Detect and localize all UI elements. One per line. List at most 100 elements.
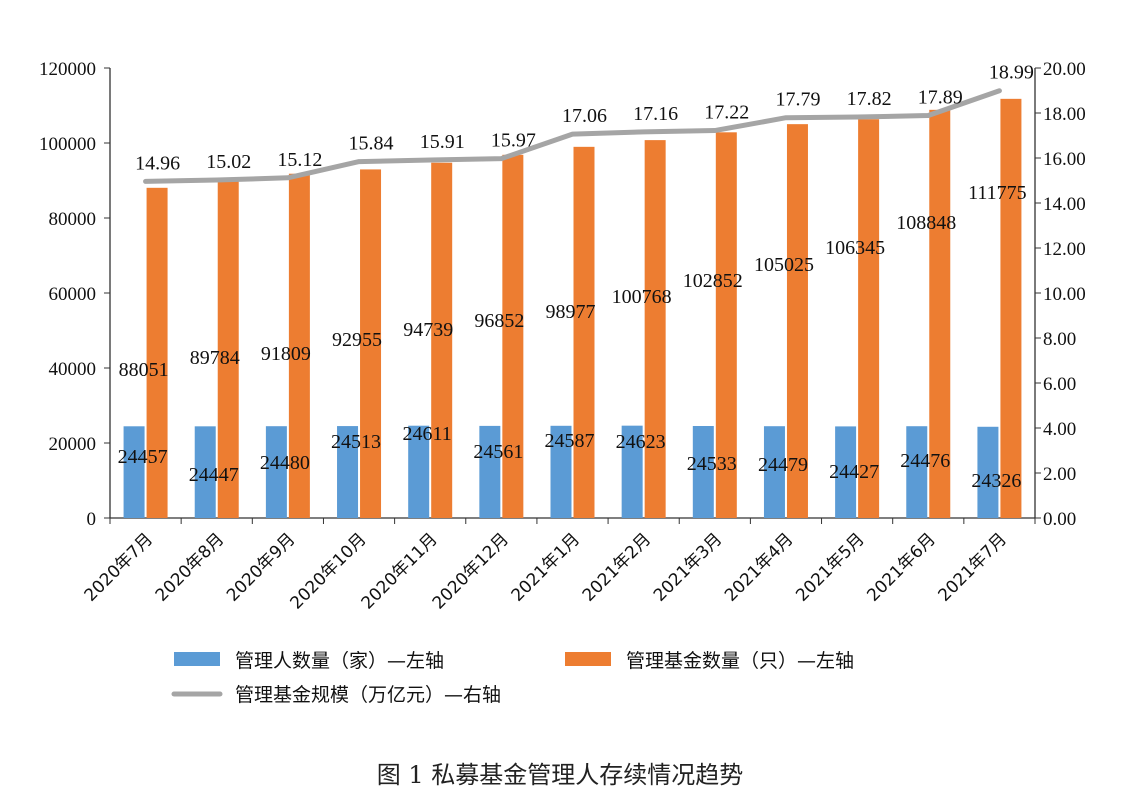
fund-data-label: 92955 — [332, 329, 382, 351]
right-tick-label: 12.00 — [1043, 239, 1086, 260]
right-tick-label: 20.00 — [1043, 59, 1086, 80]
fund-data-label: 111775 — [968, 182, 1027, 204]
fund-data-label: 88051 — [119, 359, 169, 381]
fund-data-label: 100768 — [612, 286, 672, 308]
x-category-label: 2020年12月 — [429, 529, 513, 613]
manager-data-label: 24427 — [829, 461, 879, 483]
x-category-label: 2021年3月 — [650, 529, 726, 605]
x-category-label: 2020年8月 — [152, 529, 228, 605]
right-tick-label: 4.00 — [1043, 419, 1076, 440]
left-tick-label: 20000 — [49, 434, 97, 455]
manager-data-label: 24611 — [403, 423, 452, 445]
manager-data-label: 24533 — [687, 453, 737, 475]
manager-bar — [194, 426, 216, 518]
right-tick-label: 0.00 — [1043, 509, 1076, 530]
x-category-label: 2021年7月 — [935, 529, 1011, 605]
fund-data-label: 108848 — [896, 212, 956, 234]
right-tick-label: 14.00 — [1043, 194, 1086, 215]
scale-data-label: 17.82 — [847, 88, 892, 110]
scale-data-label: 18.99 — [989, 62, 1034, 84]
scale-data-label: 15.84 — [349, 133, 394, 155]
manager-data-label: 24587 — [545, 430, 595, 452]
x-category-label: 2021年6月 — [863, 529, 939, 605]
manager-data-label: 24476 — [900, 450, 950, 472]
manager-bar — [479, 425, 501, 518]
fund-bar — [146, 187, 168, 518]
legend-swatch-funds — [565, 652, 611, 666]
fund-bar — [573, 146, 595, 518]
manager-data-label: 24326 — [971, 470, 1021, 492]
manager-data-label: 24561 — [473, 441, 523, 463]
fund-data-label: 106345 — [825, 237, 885, 259]
scale-data-label: 17.16 — [633, 103, 678, 125]
manager-data-label: 24480 — [260, 452, 310, 474]
fund-bar — [217, 181, 239, 518]
right-tick-label: 8.00 — [1043, 329, 1076, 350]
manager-data-label: 24623 — [616, 431, 666, 453]
x-category-label: 2021年5月 — [792, 529, 868, 605]
x-category-label: 2020年9月 — [223, 529, 299, 605]
manager-bar — [408, 425, 430, 518]
left-tick-label: 100000 — [39, 134, 96, 155]
left-tick-label: 60000 — [49, 284, 97, 305]
right-tick-label: 18.00 — [1043, 104, 1086, 125]
fund-data-label: 96852 — [474, 310, 524, 332]
fund-bar — [786, 124, 808, 518]
scale-data-label: 15.91 — [420, 131, 465, 153]
scale-data-label: 17.89 — [918, 86, 963, 108]
axes: 0 20000 40000 60000 80000 100000 120000 0.00 2.0… — [39, 59, 1086, 530]
fund-bar — [1000, 98, 1022, 518]
right-tick-label: 2.00 — [1043, 464, 1076, 485]
scale-data-label: 15.02 — [206, 151, 251, 173]
figure-caption: 图 1 私募基金管理人存续情况趋势 — [377, 761, 744, 789]
right-tick-label: 10.00 — [1043, 284, 1086, 305]
fund-data-label: 105025 — [754, 254, 814, 276]
manager-data-label: 24479 — [758, 454, 808, 476]
scale-data-label: 17.79 — [775, 89, 820, 111]
bars — [123, 98, 1022, 519]
left-tick-label: 40000 — [49, 359, 97, 380]
manager-bar — [977, 426, 999, 518]
manager-bar — [692, 426, 714, 518]
scale-data-label: 15.12 — [277, 149, 322, 171]
fund-data-label: 94739 — [403, 319, 453, 341]
legend-label-scale: 管理基金规模（万亿元）—右轴 — [235, 684, 501, 706]
legend-label-funds: 管理基金数量（只）—左轴 — [626, 650, 854, 672]
manager-bar — [763, 426, 785, 518]
manager-bar — [337, 426, 359, 518]
scale-data-label: 14.96 — [135, 152, 180, 174]
right-tick-label: 16.00 — [1043, 149, 1086, 170]
fund-data-label: 91809 — [261, 343, 311, 365]
scale-line — [143, 88, 1002, 184]
manager-data-label: 24513 — [331, 431, 381, 453]
x-category-label: 2021年1月 — [508, 529, 584, 605]
manager-bar — [621, 425, 643, 518]
fund-bar — [858, 119, 880, 519]
fund-bar — [502, 154, 524, 518]
fund-data-label: 98977 — [546, 301, 596, 323]
x-category-label: 2021年4月 — [721, 529, 797, 605]
scale-data-label: 15.97 — [491, 130, 536, 152]
x-category-label: 2020年7月 — [81, 529, 157, 605]
manager-bar — [123, 426, 145, 518]
scale-data-label: 17.22 — [704, 102, 749, 124]
manager-bar — [835, 426, 857, 518]
manager-data-label: 24447 — [189, 464, 239, 486]
x-category-labels: 2020年7月2020年8月2020年9月2020年10月2020年11月202… — [81, 529, 1011, 613]
fund-bar — [360, 169, 382, 518]
left-tick-label: 80000 — [49, 209, 97, 230]
manager-bar — [550, 425, 572, 518]
x-category-label: 2021年2月 — [579, 529, 655, 605]
legend-swatch-managers — [174, 652, 220, 666]
line-series — [143, 88, 1002, 184]
manager-data-label: 24457 — [118, 446, 168, 468]
fund-data-label: 102852 — [683, 270, 743, 292]
fund-bar — [431, 162, 453, 518]
left-tick-label: 120000 — [39, 59, 96, 80]
fund-bar — [929, 109, 951, 518]
fund-bar — [715, 132, 737, 518]
data-labels: 24457 88051 24447 89784 24480 91809 24513 92955… — [118, 62, 1034, 492]
fund-bar — [288, 173, 310, 518]
